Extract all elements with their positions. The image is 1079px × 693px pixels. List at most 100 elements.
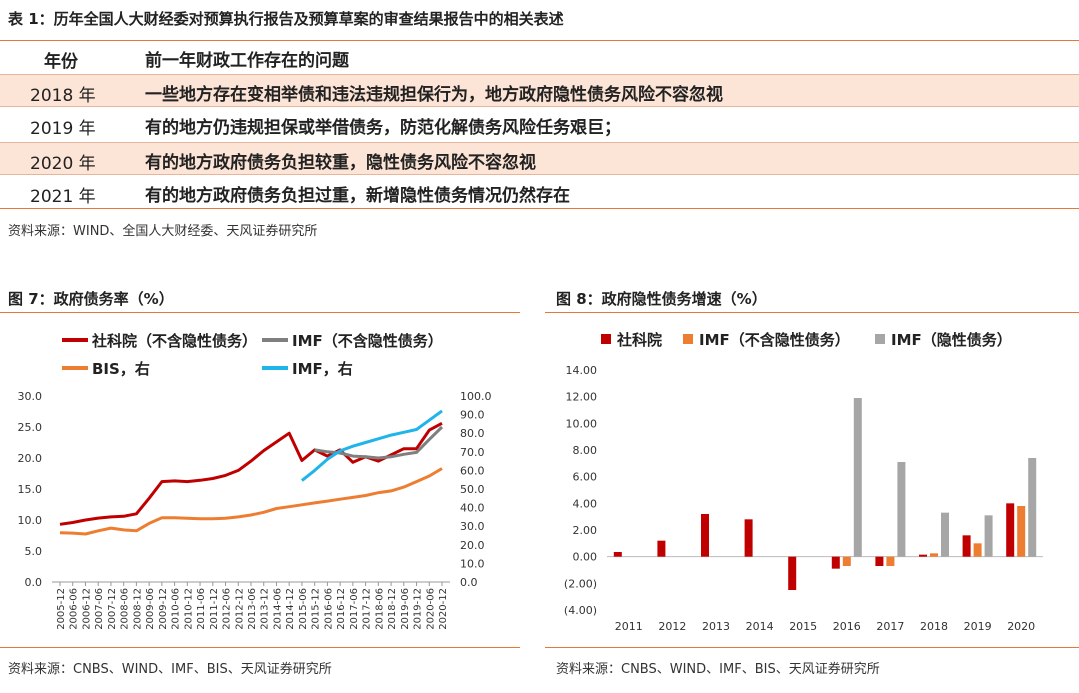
- x-tick-label: 2006-06: [69, 588, 80, 630]
- table-source: 资料来源：WIND、全国人大财经委、天风证券研究所: [8, 224, 318, 239]
- y-left-tick-label: 0.0: [25, 576, 43, 589]
- y-right-tick-label: 30.0: [460, 520, 485, 533]
- bar: [657, 540, 666, 557]
- y-tick-label: (4.00): [564, 604, 597, 617]
- x-tick-label: 2017-06: [349, 588, 360, 630]
- x-tick-label: 2019-12: [413, 588, 424, 630]
- bar: [1017, 506, 1026, 557]
- x-tick-label: 2010-12: [183, 588, 194, 630]
- bar: [701, 514, 709, 557]
- x-tick-label: 2009-06: [145, 588, 156, 630]
- bar: [973, 543, 982, 557]
- legend-label: IMF，右: [292, 360, 353, 378]
- table-header-row: 年份 前一年财政工作存在的问题: [0, 40, 1079, 73]
- x-tick-label: 2012: [658, 620, 686, 633]
- row-year: 2018 年: [30, 86, 96, 106]
- y-tick-label: 0.00: [573, 551, 598, 564]
- row-year: 2021 年: [30, 187, 96, 207]
- table-row: 2019 年 有的地方仍违规担保或举借债务，防范化解债务风险任务艰巨；: [0, 108, 1079, 141]
- y-tick-label: 14.00: [566, 364, 598, 377]
- x-tick-label: 2016-12: [336, 588, 347, 630]
- y-tick-label: 12.00: [566, 391, 598, 404]
- fig8-source: 资料来源：CNBS、WIND、IMF、BIS、天风证券研究所: [556, 662, 880, 677]
- x-tick-label: 2019: [964, 620, 992, 633]
- legend-label: 社科院（不含隐性债务）: [91, 332, 257, 350]
- header-year: 年份: [44, 52, 78, 72]
- y-right-tick-label: 40.0: [460, 502, 485, 515]
- x-tick-label: 2013-06: [247, 588, 258, 630]
- legend-label: 社科院: [616, 331, 662, 349]
- row-issue: 有的地方政府债务负担过重，新增隐性债务情况仍然存在: [145, 186, 570, 206]
- x-tick-label: 2008-12: [132, 588, 143, 630]
- y-left-tick-label: 15.0: [18, 483, 43, 496]
- legend-swatch: [683, 334, 693, 344]
- series-line: [300, 409, 443, 482]
- x-tick-label: 2015: [789, 620, 817, 633]
- y-tick-label: 8.00: [573, 444, 598, 457]
- x-tick-label: 2018-12: [387, 588, 398, 630]
- x-tick-label: 2017-12: [362, 588, 373, 630]
- x-tick-label: 2010-06: [171, 588, 182, 630]
- y-tick-label: (2.00): [564, 577, 597, 590]
- x-tick-label: 2018: [920, 620, 948, 633]
- legend-label: IMF（不含隐性债务）: [292, 332, 443, 350]
- x-tick-label: 2017: [876, 620, 904, 633]
- fig8-title: 图 8：政府隐性债务增速（%）: [556, 290, 767, 308]
- legend-label: IMF（不含隐性债务）: [699, 331, 850, 349]
- fig7-chart: 社科院（不含隐性债务） IMF（不含隐性债务） BIS，右 IMF，右 0.0 5.0 10…: [18, 332, 492, 630]
- table-row: 2021 年 有的地方政府债务负担过重，新增隐性债务情况仍然存在: [0, 176, 1079, 209]
- x-tick-label: 2008-06: [120, 588, 131, 630]
- row-issue: 一些地方存在变相举债和违法违规担保行为，地方政府隐性债务风险不容忽视: [145, 85, 723, 105]
- row-year: 2020 年: [30, 154, 96, 174]
- x-tick-label: 2012-06: [222, 588, 233, 630]
- table-title: 表 1：历年全国人大财经委对预算执行报告及预算草案的审查结果报告中的相关表述: [8, 10, 564, 28]
- y-left-tick-label: 30.0: [18, 390, 43, 403]
- bar: [930, 553, 938, 557]
- series-line: [59, 467, 443, 536]
- x-tick-label: 2018-06: [374, 588, 385, 630]
- x-tick-label: 2005-12: [56, 588, 67, 630]
- fig7-bottom-rule: [0, 647, 520, 648]
- x-tick-label: 2015-12: [311, 588, 322, 630]
- x-tick-label: 2011-06: [196, 588, 207, 630]
- row-year: 2019 年: [30, 119, 96, 139]
- y-right-tick-label: 60.0: [460, 464, 485, 477]
- y-tick-label: 4.00: [573, 497, 598, 510]
- x-tick-label: 2019-06: [400, 588, 411, 630]
- bar: [875, 556, 884, 566]
- x-tick-label: 2014-12: [285, 588, 296, 630]
- bar: [897, 462, 906, 557]
- fig7-top-rule: [0, 312, 520, 313]
- y-right-tick-label: 80.0: [460, 427, 485, 440]
- x-tick-label: 2006-12: [81, 588, 92, 630]
- bar: [744, 519, 753, 557]
- y-right-tick-label: 10.0: [460, 557, 485, 570]
- x-tick-label: 2007-12: [107, 588, 118, 630]
- bar: [984, 515, 993, 557]
- y-left-tick-label: 25.0: [18, 421, 43, 434]
- y-right-tick-label: 90.0: [460, 409, 485, 422]
- legend-swatch: [601, 334, 611, 344]
- x-tick-label: 2013: [702, 620, 730, 633]
- y-right-tick-label: 20.0: [460, 539, 485, 552]
- fig8-bottom-rule: [545, 647, 1079, 648]
- header-issue: 前一年财政工作存在的问题: [145, 51, 349, 71]
- y-tick-label: 10.00: [566, 417, 598, 430]
- legend-label: BIS，右: [92, 360, 150, 378]
- bar: [962, 535, 971, 557]
- y-tick-label: 2.00: [573, 524, 598, 537]
- fig7-source: 资料来源：CNBS、WIND、IMF、BIS、天风证券研究所: [8, 662, 332, 677]
- bar: [613, 552, 622, 557]
- bar: [941, 512, 949, 557]
- x-tick-label: 2014: [746, 620, 774, 633]
- row-issue: 有的地方仍违规担保或举借债务，防范化解债务风险任务艰巨；: [145, 118, 621, 138]
- bar: [788, 556, 797, 590]
- table-row: 2018 年 一些地方存在变相举债和违法违规担保行为，地方政府隐性债务风险不容忽…: [0, 74, 1079, 107]
- bar: [853, 398, 862, 557]
- bar: [1028, 458, 1037, 557]
- x-tick-label: 2020-12: [438, 588, 449, 630]
- x-tick-label: 2007-06: [94, 588, 105, 630]
- y-right-tick-label: 70.0: [460, 446, 485, 459]
- y-right-tick-label: 50.0: [460, 483, 485, 496]
- bar: [919, 554, 927, 557]
